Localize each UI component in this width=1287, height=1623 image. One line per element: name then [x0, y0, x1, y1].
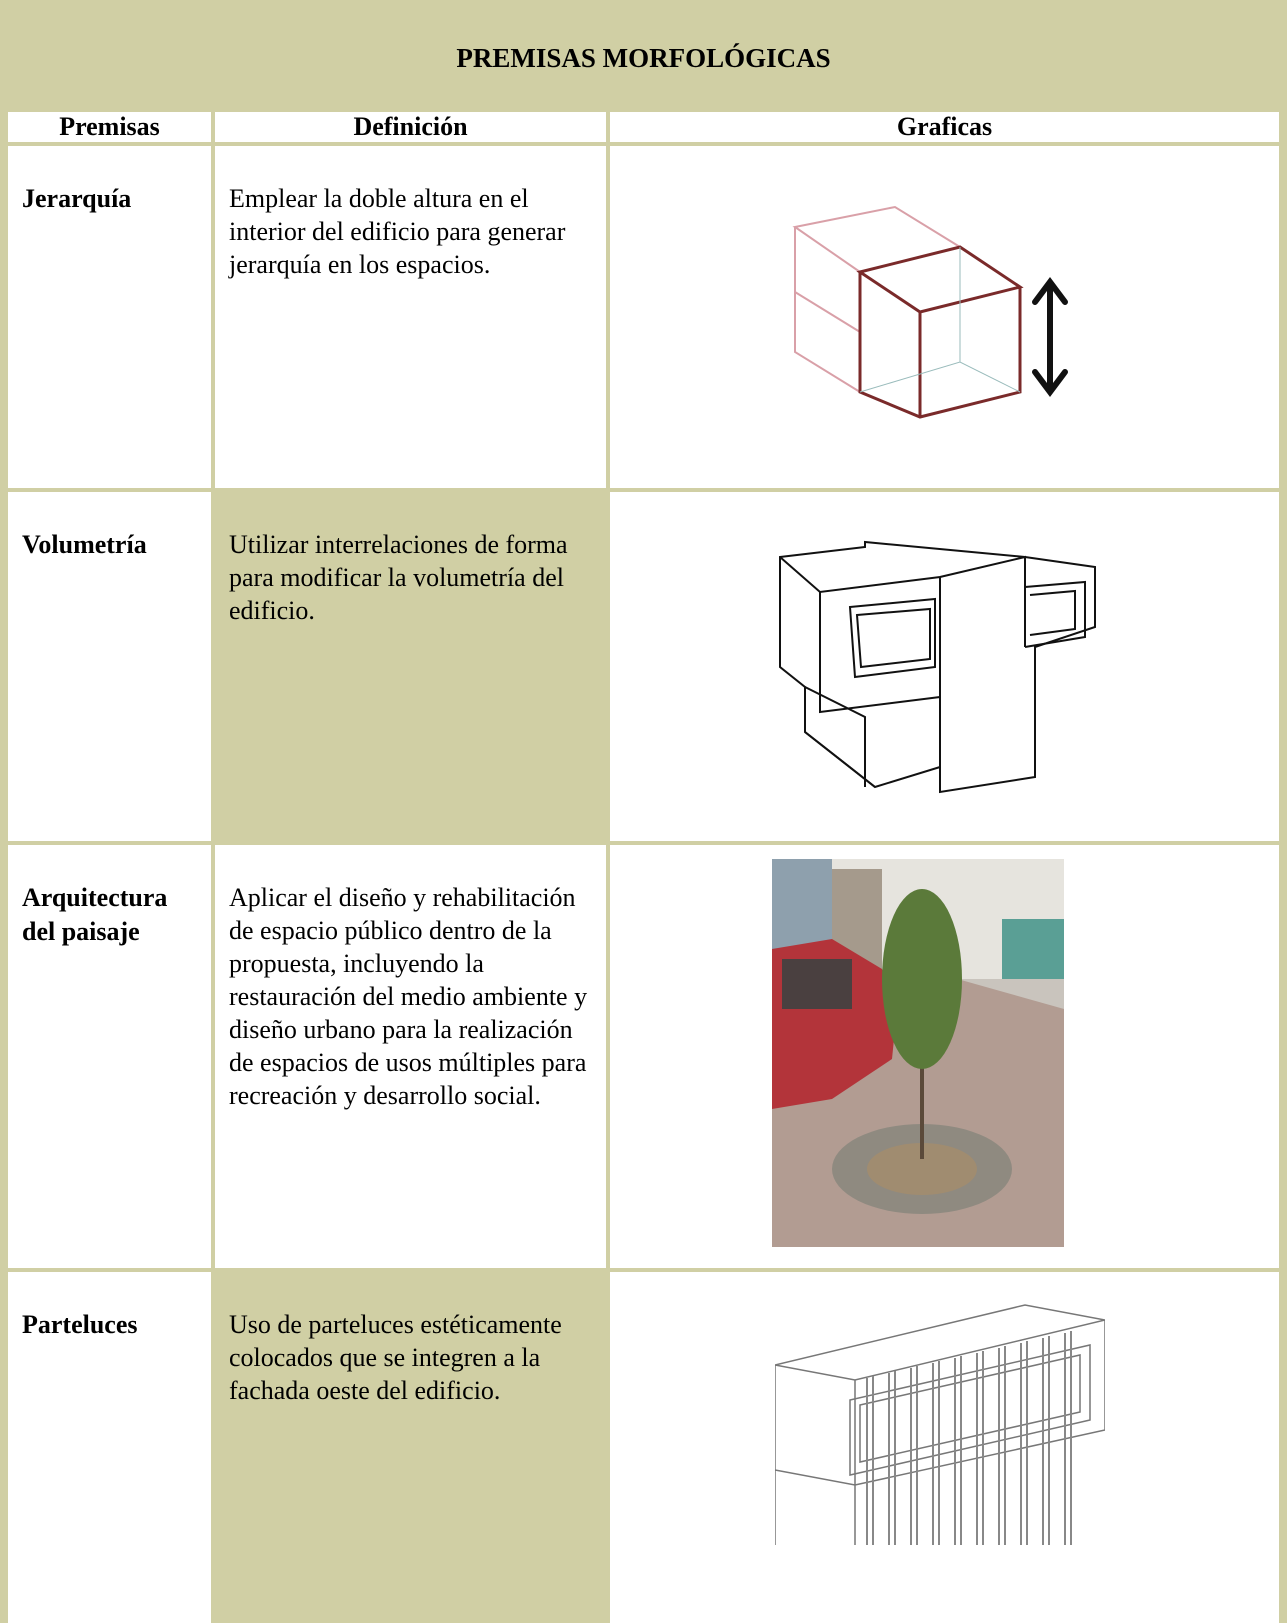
- column-header: Premisas: [8, 112, 211, 142]
- column-header: Graficas: [610, 112, 1279, 142]
- street-photo: [772, 859, 1064, 1247]
- premise: Volumetría: [8, 492, 211, 841]
- premise: Arquitectura del paisaje: [8, 845, 211, 1268]
- definition: Emplear la doble altura en el interior d…: [215, 146, 606, 488]
- definition: Utilizar interrelaciones de forma para m…: [215, 492, 606, 841]
- graphic-cell: [610, 1272, 1279, 1623]
- louvers-sketch: [775, 1304, 1105, 1545]
- volume-sketch: [778, 540, 1096, 793]
- definition: Aplicar el diseño y rehabilitación de es…: [215, 845, 606, 1268]
- column-header: Definición: [215, 112, 606, 142]
- premise: Jerarquía: [8, 146, 211, 488]
- definition: Uso de parteluces estéticamente colocado…: [215, 1272, 606, 1623]
- table-title: PREMISAS MORFOLÓGICAS: [456, 42, 831, 73]
- graphic-cell: [610, 492, 1279, 841]
- graphic-cell: [610, 146, 1279, 488]
- premise: Parteluces: [8, 1272, 211, 1623]
- graphic-cell: [610, 845, 1279, 1268]
- cube-sketch: [791, 205, 1068, 419]
